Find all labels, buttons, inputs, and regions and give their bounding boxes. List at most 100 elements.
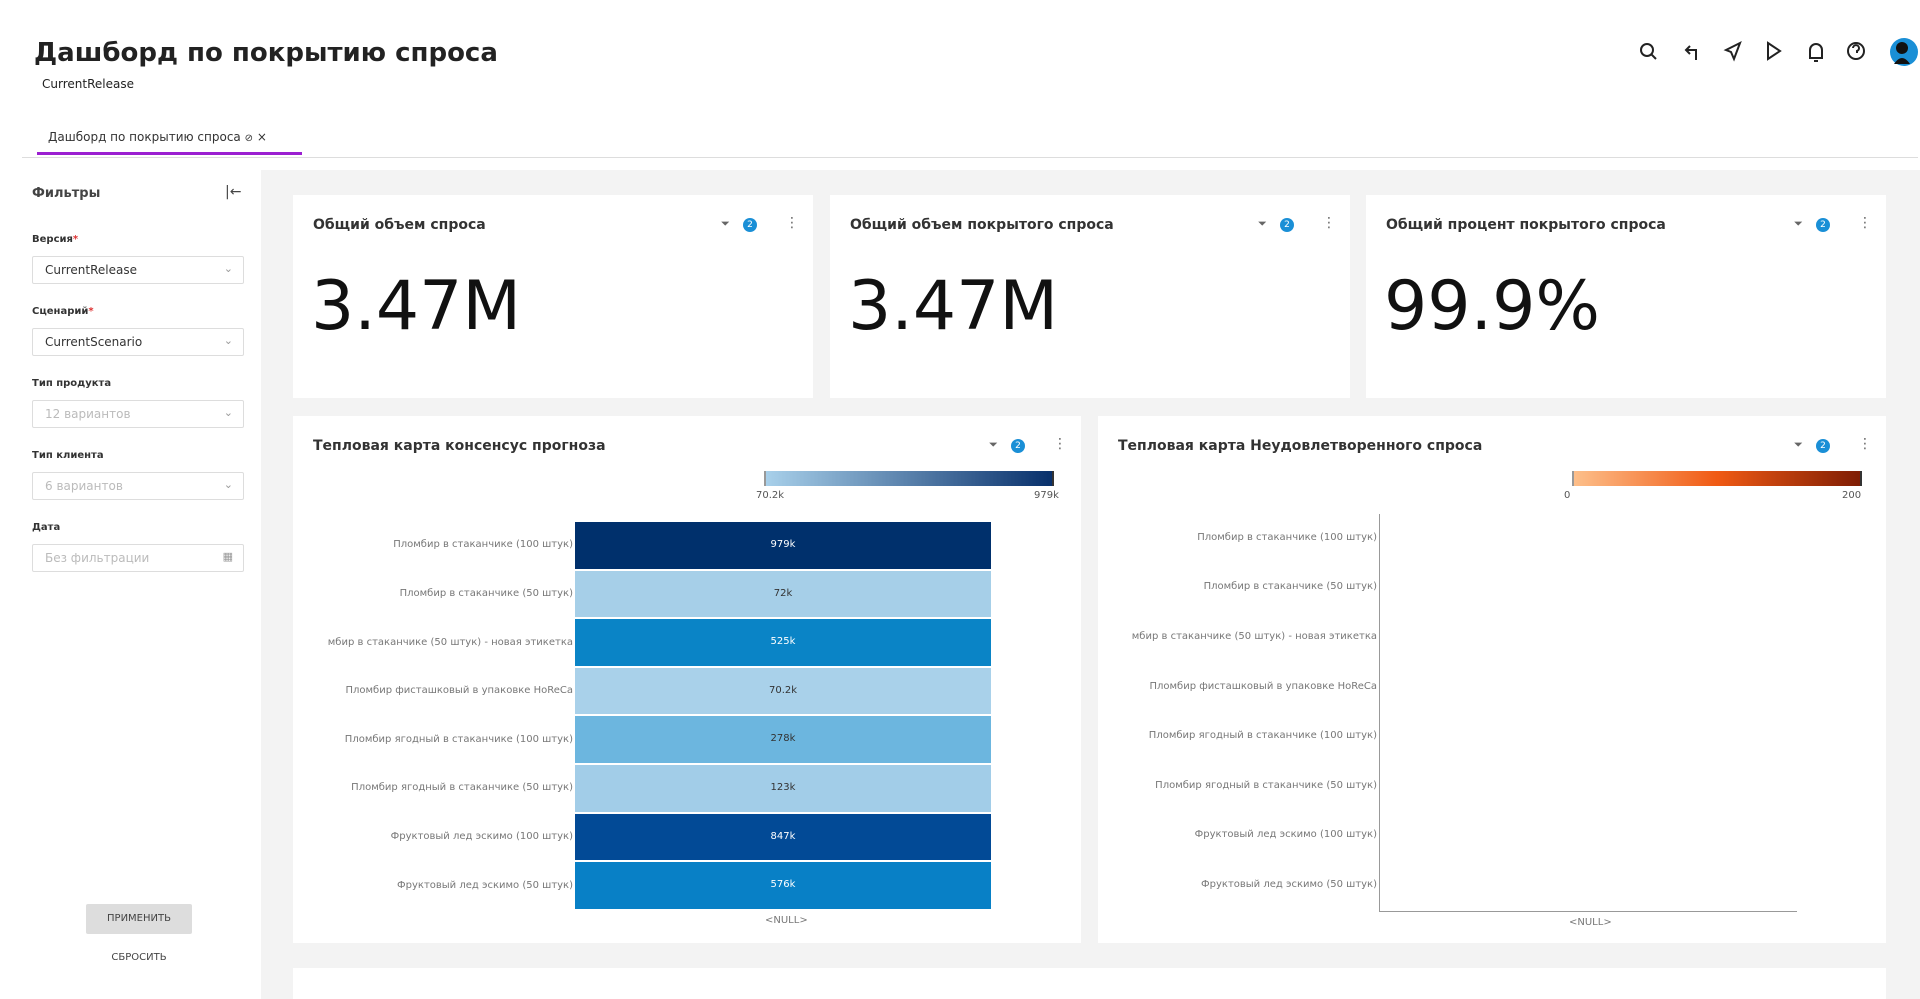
- heatmap-card: Тепловая карта Неудовлетворенного спроса…: [1098, 416, 1886, 943]
- menu-icon[interactable]: ⋮: [1858, 436, 1872, 452]
- row-label: Фруктовый лед эскимо (50 штук): [397, 879, 573, 891]
- filter-value: CurrentRelease: [45, 263, 137, 277]
- row-label: Пломбир в стаканчике (50 штук): [399, 587, 573, 599]
- row-label: Пломбир ягодный в стаканчике (100 штук): [344, 733, 573, 745]
- menu-icon[interactable]: ⋮: [1858, 215, 1872, 231]
- filter-icon[interactable]: ⏷: [721, 217, 730, 230]
- filter-value: 6 вариантов: [45, 479, 123, 493]
- row-label: Пломбир ягодный в стаканчике (100 штук): [1148, 730, 1377, 742]
- heatmap-cell: 72k: [575, 570, 991, 618]
- scale-max: 979k: [1034, 490, 1059, 501]
- help-icon[interactable]: [1847, 42, 1865, 60]
- apply-button[interactable]: ПРИМЕНИТЬ: [86, 904, 192, 934]
- filter-input[interactable]: 6 вариантов ⌄: [32, 472, 244, 500]
- divider: [22, 157, 1918, 158]
- filter-badge: 2: [1280, 218, 1294, 232]
- filter-label: Тип клиента: [32, 450, 104, 461]
- filter-input[interactable]: CurrentScenario ⌄: [32, 328, 244, 356]
- filter-input[interactable]: 12 вариантов ⌄: [32, 400, 244, 428]
- kpi-value: 3.47M: [311, 267, 522, 346]
- avatar[interactable]: [1890, 38, 1918, 66]
- scale-min: 0: [1564, 490, 1571, 501]
- filter-badge: 2: [743, 218, 757, 232]
- x-label: <NULL>: [765, 914, 808, 926]
- kpi-card: Общий процент покрытого спроса ⏷ 2 ⋮ 99.9%: [1366, 195, 1886, 398]
- tab[interactable]: Дашборд по покрытию спроса ⊘ ×: [48, 130, 267, 144]
- menu-icon[interactable]: ⋮: [1322, 215, 1336, 231]
- card: [293, 968, 1886, 999]
- heatmap-cell: 576k: [575, 862, 991, 909]
- row-label: мбир в стаканчике (50 штук) - новая этик…: [1131, 631, 1377, 642]
- filter-icon: ⌄: [223, 262, 233, 275]
- filter-value: CurrentScenario: [45, 335, 143, 349]
- toolbar: [1640, 38, 1918, 66]
- required-mark: *: [72, 234, 79, 245]
- filter-icon[interactable]: ⏷: [1794, 438, 1803, 451]
- row-label: Пломбир в стаканчике (100 штук): [393, 539, 573, 551]
- filter-icon[interactable]: ⏷: [1258, 217, 1267, 230]
- row-label: мбир в стаканчике (50 штук) - новая этик…: [327, 636, 573, 648]
- filter-value: Без фильтрации: [45, 551, 150, 565]
- card-title: Общий процент покрытого спроса: [1386, 217, 1666, 233]
- menu-icon[interactable]: ⋮: [785, 215, 799, 231]
- heatmap-cell: 278k: [575, 716, 991, 763]
- collapse-icon[interactable]: |←: [225, 184, 242, 200]
- heatmap-card: Тепловая карта консенсус прогноза ⏷ 2 ⋮ 70.2…: [293, 416, 1081, 943]
- tab-close[interactable]: ×: [256, 130, 267, 144]
- row-label: Пломбир ягодный в стаканчике (50 штук): [1155, 779, 1377, 791]
- row-label: Пломбир в стаканчике (100 штук): [1197, 531, 1377, 543]
- heatmap-cell: 979k: [575, 522, 991, 569]
- heatmap-cell: 847k: [575, 813, 991, 861]
- scale-min: 70.2k: [756, 490, 785, 501]
- filter-value: 12 вариантов: [45, 407, 131, 421]
- row-label: Фруктовый лед эскимо (100 штук): [390, 830, 573, 842]
- bell-icon[interactable]: [1809, 43, 1823, 62]
- row-label: Фруктовый лед эскимо (100 штук): [1194, 829, 1377, 841]
- send-icon[interactable]: [1723, 40, 1742, 62]
- kpi-card: Общий объем спроса ⏷ 2 ⋮ 3.47M: [293, 195, 813, 398]
- tab-label: Дашборд по покрытию спроса: [48, 130, 241, 144]
- filter-input[interactable]: CurrentRelease ⌄: [32, 256, 244, 284]
- page-title: Дашборд по покрытию спроса: [34, 38, 498, 68]
- row-label: Фруктовый лед эскимо (50 штук): [1201, 879, 1377, 890]
- reset-button[interactable]: СБРОСИТЬ: [111, 952, 167, 963]
- filter-badge: 2: [1011, 439, 1025, 453]
- menu-icon[interactable]: ⋮: [1053, 436, 1067, 452]
- filter-icon: ⌄: [223, 406, 233, 419]
- color-scale: [1572, 471, 1862, 486]
- card-title: Тепловая карта Неудовлетворенного спроса: [1118, 438, 1483, 454]
- kpi-card: Общий объем покрытого спроса ⏷ 2 ⋮ 3.47M: [830, 195, 1350, 398]
- filter-label: Дата: [32, 522, 61, 533]
- row-label: Пломбир фисташковый в упаковке HoReCa: [345, 685, 573, 697]
- search-icon[interactable]: [1640, 43, 1657, 60]
- filter-input[interactable]: Без фильтрации ▦: [32, 544, 244, 572]
- card-title: Тепловая карта консенсус прогноза: [313, 438, 606, 454]
- x-axis: [1379, 910, 1797, 912]
- filter-icon[interactable]: ⏷: [989, 438, 998, 451]
- card-title: Общий объем спроса: [313, 217, 486, 233]
- tab-underline: [37, 152, 302, 155]
- filter-badge: 2: [1816, 439, 1830, 453]
- filter-icon[interactable]: ⏷: [1794, 217, 1803, 230]
- filter-icon: ⌄: [223, 478, 233, 491]
- heatmap-cell: 525k: [575, 619, 991, 666]
- play-icon[interactable]: [1767, 41, 1782, 61]
- filter-badge: 2: [1816, 218, 1830, 232]
- row-label: Пломбир фисташковый в упаковке HoReCa: [1149, 680, 1377, 692]
- filter-label: Сценарий*: [32, 306, 94, 317]
- scale-max: 200: [1842, 490, 1862, 501]
- kpi-value: 3.47M: [848, 267, 1059, 346]
- row-label: Пломбир в стаканчике (50 штук): [1203, 581, 1377, 593]
- filter-icon: ▦: [222, 550, 233, 563]
- filters-title: Фильтры: [32, 186, 101, 201]
- heatmap-cell: 123k: [575, 765, 991, 812]
- kpi-value: 99.9%: [1384, 267, 1601, 346]
- required-mark: *: [88, 306, 94, 317]
- row-label: Пломбир ягодный в стаканчике (50 штук): [351, 782, 573, 794]
- filter-label: Версия*: [32, 234, 79, 245]
- y-axis: [1379, 514, 1380, 911]
- card-title: Общий объем покрытого спроса: [850, 217, 1114, 233]
- color-scale: [764, 471, 1054, 486]
- undo-icon[interactable]: [1684, 45, 1697, 60]
